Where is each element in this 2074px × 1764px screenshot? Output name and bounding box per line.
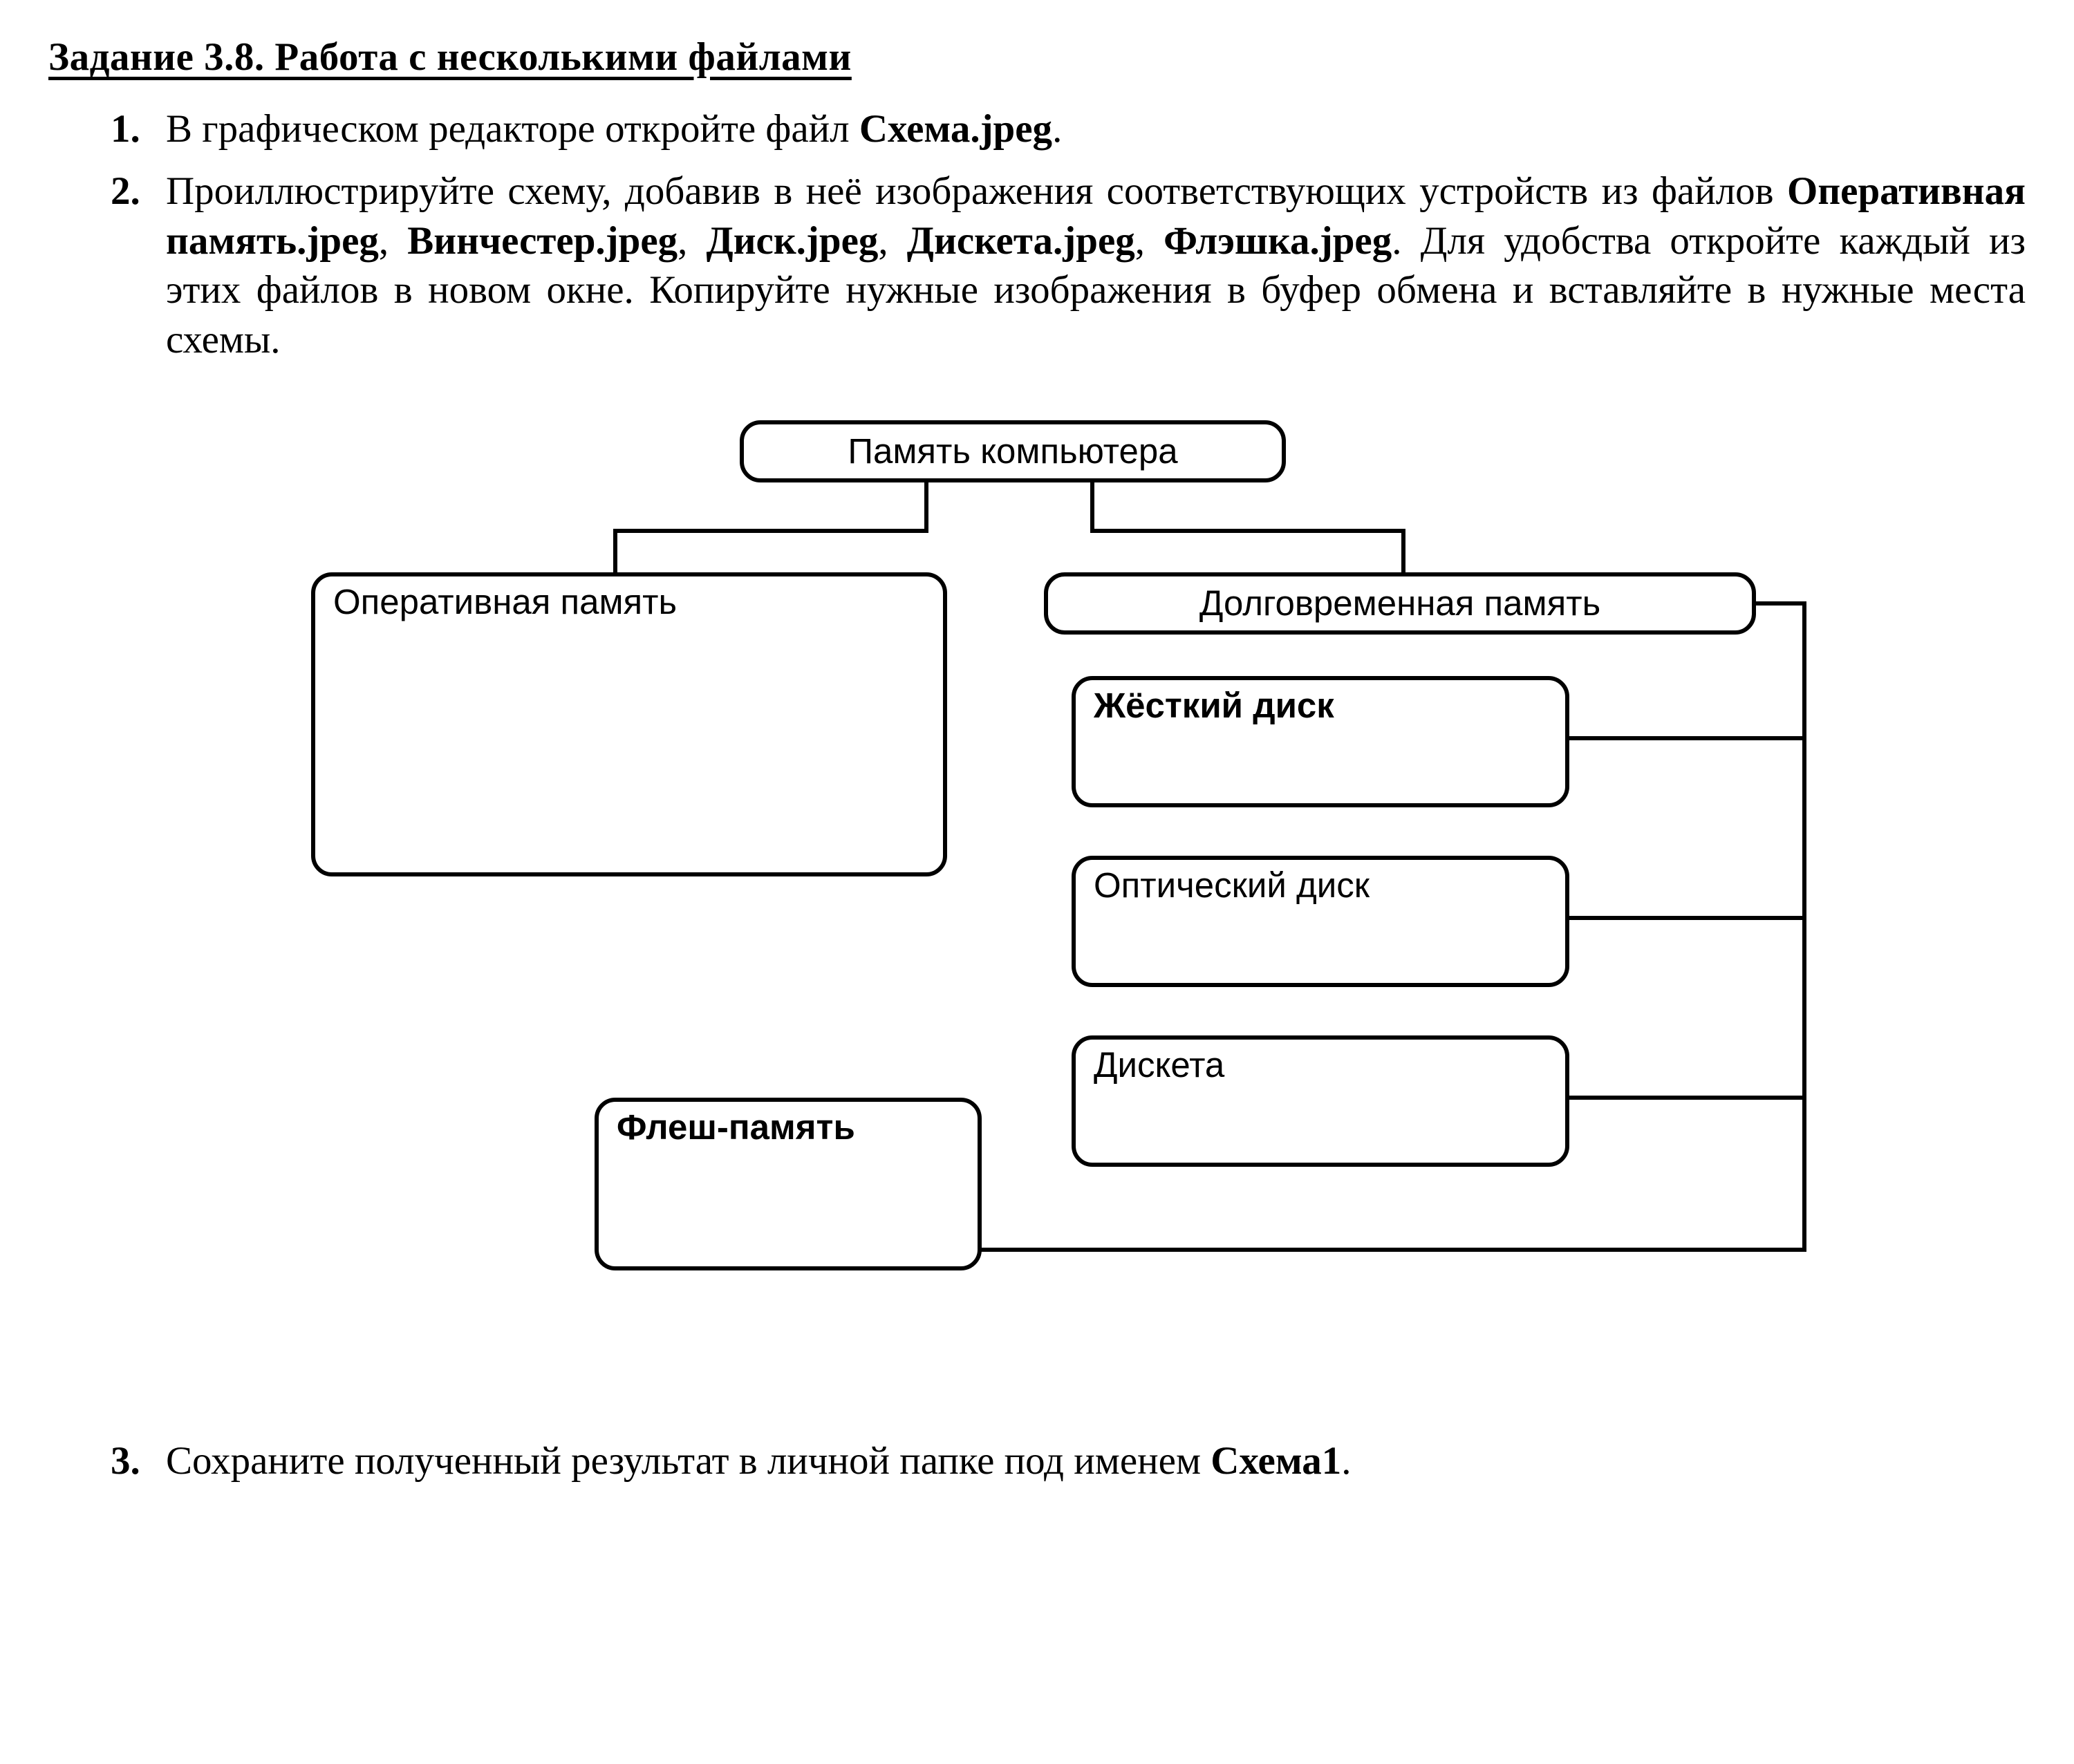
node-label: Оперативная память (333, 582, 925, 623)
task-list: В графическом редакторе откройте файл Сх… (111, 104, 2026, 365)
filename: Диск.jpeg (706, 219, 878, 263)
task-heading: Задание 3.8. Работа с несколькими файлам… (48, 35, 2026, 79)
filename: Дискета.jpeg (907, 219, 1135, 263)
node-label: Оптический диск (1094, 865, 1547, 906)
node-flash: Флеш-память (595, 1098, 982, 1270)
task-item-1: В графическом редакторе откройте файл Сх… (111, 104, 2026, 154)
edge-root-ram (615, 482, 926, 572)
edge-long-opt (1569, 738, 1804, 918)
task-item-3: Сохраните полученный результат в личной … (111, 1436, 2026, 1486)
filename: Схема1 (1211, 1439, 1341, 1483)
node-label: Дискета (1094, 1045, 1547, 1086)
text: , (1135, 219, 1164, 263)
node-flop: Дискета (1072, 1035, 1569, 1167)
text: В графическом редакторе откройте файл (166, 107, 859, 151)
node-label: Долговременная память (1199, 583, 1600, 624)
memory-diagram: Память компьютера Оперативная память Долго… (228, 420, 1956, 1374)
task-item-2: Проиллюстрируйте схему, добавив в неё из… (111, 167, 2026, 365)
edge-root-long (1092, 482, 1403, 572)
filename: Флэшка.jpeg (1164, 219, 1392, 263)
node-hdd: Жёсткий диск (1072, 676, 1569, 807)
text: . (1052, 107, 1062, 151)
text: , (878, 219, 906, 263)
task-list-cont: Сохраните полученный результат в личной … (111, 1436, 2026, 1486)
node-label: Память компьютера (848, 431, 1177, 472)
node-label: Флеш-память (617, 1107, 960, 1148)
filename: Схема.jpeg (859, 107, 1052, 151)
text: , (678, 219, 706, 263)
text: Сохраните полученный результат в личной … (166, 1439, 1211, 1483)
page: Задание 3.8. Работа с несколькими файлам… (0, 0, 2074, 1764)
node-ram: Оперативная память (311, 572, 947, 876)
edge-long-flop (1569, 918, 1804, 1098)
text: Проиллюстрируйте схему, добавив в неё из… (166, 169, 1787, 213)
node-label: Жёсткий диск (1094, 686, 1547, 726)
node-root: Память компьютера (740, 420, 1286, 482)
node-long: Долговременная память (1044, 572, 1756, 635)
text: , (379, 219, 407, 263)
filename: Винчестер.jpeg (407, 219, 678, 263)
node-opt: Оптический диск (1072, 856, 1569, 987)
text: . (1341, 1439, 1351, 1483)
